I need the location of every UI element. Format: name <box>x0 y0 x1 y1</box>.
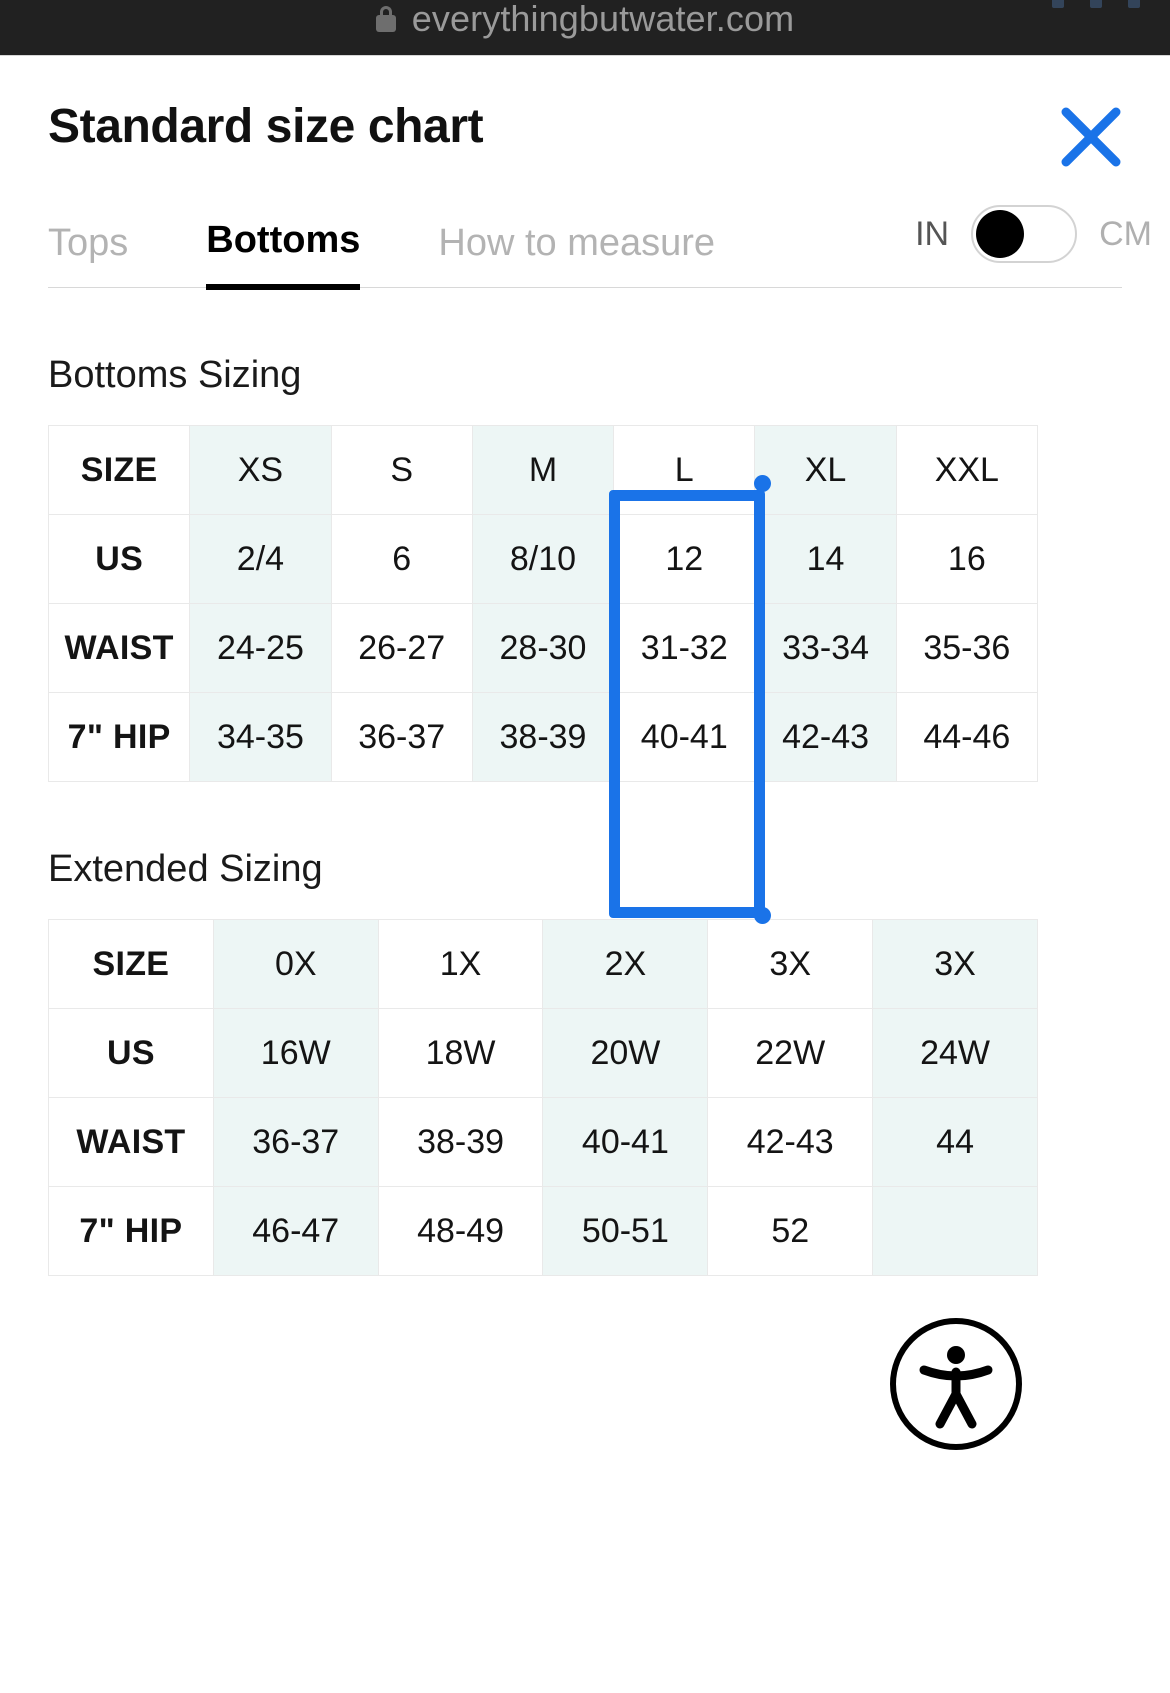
table-cell: 2/4 <box>189 514 332 604</box>
table-cell: WAIST <box>48 1097 214 1187</box>
table-cell: 33-34 <box>754 603 897 693</box>
table-cell: 14 <box>754 514 897 604</box>
unit-label-in: IN <box>915 214 950 253</box>
unit-toggle[interactable]: IN CM <box>915 205 1152 263</box>
section-title-extended: Extended Sizing <box>48 848 323 890</box>
table-cell: 1X <box>377 919 544 1009</box>
extended-sizing-table: SIZE 0X 1X 2X 3X 3X US 16W 18W 20W 22W 2… <box>48 919 1038 1276</box>
table-cell: 6 <box>330 514 473 604</box>
table-cell: 44-46 <box>895 692 1039 782</box>
table-cell: 40-41 <box>613 692 756 782</box>
table-cell: 18W <box>377 1008 544 1098</box>
browser-address-bar[interactable]: everythingbutwater.com <box>0 0 1170 55</box>
table-cell: 48-49 <box>377 1186 544 1276</box>
url-text: everythingbutwater.com <box>411 0 795 39</box>
unit-switch-knob <box>976 210 1025 258</box>
table-row: US 2/4 6 8/10 12 14 16 <box>47 514 1039 604</box>
lock-icon <box>375 5 396 32</box>
table-cell: 3X <box>872 919 1038 1009</box>
browser-chrome-buttons <box>1052 0 1140 8</box>
table-cell: 34-35 <box>189 692 332 782</box>
table-cell: S <box>330 425 473 515</box>
unit-label-cm: CM <box>1099 214 1152 253</box>
section-title-bottoms: Bottoms Sizing <box>48 354 302 396</box>
table-cell: 0X <box>212 919 379 1009</box>
table-row: SIZE 0X 1X 2X 3X 3X <box>48 919 1038 1009</box>
table-cell: 46-47 <box>212 1186 379 1276</box>
tab-bottoms[interactable]: Bottoms <box>206 219 361 290</box>
table-cell: 7" HIP <box>48 1186 214 1276</box>
table-cell: 35-36 <box>895 603 1039 693</box>
table-cell: 42-43 <box>754 692 897 782</box>
table-row: SIZE XS S M L XL XXL <box>47 425 1039 515</box>
table-cell: M <box>471 425 615 515</box>
bottoms-sizing-table: SIZE XS S M L XL XXL US 2/4 6 8/10 12 <box>47 425 1039 782</box>
table-cell: 36-37 <box>330 692 473 782</box>
table-cell: US <box>47 514 191 604</box>
table-cell: XL <box>754 425 897 515</box>
table-cell: 38-39 <box>377 1097 544 1187</box>
table-cell: SIZE <box>47 425 191 515</box>
size-chart-modal: Standard size chart Tops Bottoms How to … <box>0 55 1170 1693</box>
table-cell: SIZE <box>48 919 214 1009</box>
table-cell: XS <box>189 425 332 515</box>
table-cell: 38-39 <box>471 692 615 782</box>
table-cell: 26-27 <box>330 603 473 693</box>
tab-bar: Tops Bottoms How to measure IN CM <box>48 196 1152 290</box>
table-cell: 16W <box>212 1008 379 1098</box>
table-row: 7" HIP 34-35 36-37 38-39 40-41 42-43 44-… <box>47 692 1039 782</box>
table-cell: WAIST <box>47 603 191 693</box>
table-cell: XXL <box>895 425 1039 515</box>
table-cell: 40-41 <box>542 1097 709 1187</box>
table-cell: 22W <box>707 1008 874 1098</box>
accessibility-icon[interactable] <box>890 1318 1022 1450</box>
accessibility-person-icon <box>919 1346 993 1429</box>
table-cell: 52 <box>707 1186 874 1276</box>
table-row: WAIST 36-37 38-39 40-41 42-43 44 <box>48 1097 1038 1187</box>
table-cell: 16 <box>895 514 1039 604</box>
table-cell: 28-30 <box>471 603 615 693</box>
table-cell: 3X <box>707 919 874 1009</box>
table-cell: 2X <box>542 919 709 1009</box>
table-cell: 36-37 <box>212 1097 379 1187</box>
table-cell: 42-43 <box>707 1097 874 1187</box>
table-cell: 24W <box>872 1008 1038 1098</box>
table-cell: 50-51 <box>542 1186 709 1276</box>
table-row: WAIST 24-25 26-27 28-30 31-32 33-34 35-3… <box>47 603 1039 693</box>
unit-switch[interactable] <box>971 205 1078 263</box>
table-cell: 44 <box>872 1097 1038 1187</box>
table-row: US 16W 18W 20W 22W 24W <box>48 1008 1038 1098</box>
modal-header: Standard size chart <box>48 56 1122 196</box>
table-cell: 12 <box>613 514 756 604</box>
table-cell <box>872 1186 1038 1276</box>
tab-how-to-measure[interactable]: How to measure <box>438 222 715 287</box>
table-row: 7" HIP 46-47 48-49 50-51 52 <box>48 1186 1038 1276</box>
table-cell: 8/10 <box>471 514 615 604</box>
table-cell: 24-25 <box>189 603 332 693</box>
table-cell: 31-32 <box>613 603 756 693</box>
table-cell: 7" HIP <box>47 692 191 782</box>
page-title: Standard size chart <box>48 99 484 153</box>
table-cell: 20W <box>542 1008 709 1098</box>
table-cell: US <box>48 1008 214 1098</box>
table-cell: L <box>613 425 756 515</box>
tab-tops[interactable]: Tops <box>48 222 128 287</box>
close-icon[interactable] <box>1060 106 1122 168</box>
